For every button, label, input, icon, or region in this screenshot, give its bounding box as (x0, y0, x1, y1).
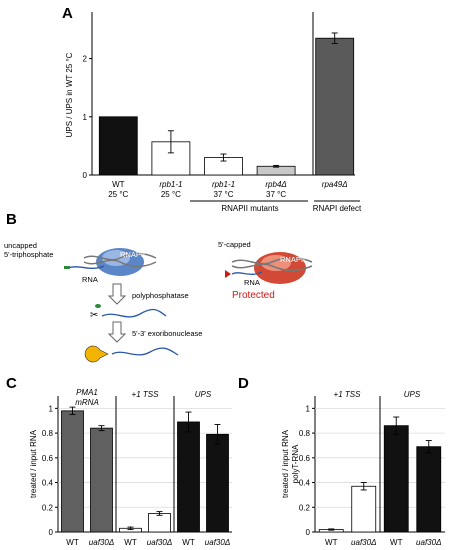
protected-label: Protected (232, 290, 275, 301)
dna-right (231, 256, 313, 265)
section-label: +1 TSS (334, 390, 362, 399)
x-tick-label: WT (124, 538, 137, 547)
step1-label: polyphosphatase (132, 291, 189, 300)
x-tick-label: uaf30Δ (89, 538, 114, 547)
chart-d: 0 0.2 0.4 0.6 0.8 1 treated / input RNA polyT-R… (281, 390, 445, 547)
section-label: mRNA (75, 398, 99, 407)
section-label: PMA1 (76, 388, 98, 397)
y-axis-label: treated / input RNA (281, 429, 290, 498)
bar (383, 425, 409, 533)
y-tick-label: 0 (306, 528, 311, 537)
bar (148, 513, 171, 533)
arrow-step1 (107, 283, 127, 305)
panel-label-a: A (62, 5, 73, 22)
x-tick-label: uaf30Δ (205, 538, 230, 547)
y-axis-label: UPS / UPS in WT 25 °C (65, 52, 74, 137)
y-tick-label: 1 (49, 404, 54, 413)
y-tick-label: 2 (83, 55, 88, 64)
x-tick-label: rpa49Δ (322, 180, 348, 189)
scissors-icon: ✂ (90, 310, 98, 321)
triphosphate-mark (64, 266, 70, 269)
y-tick-label: 0.6 (299, 454, 311, 463)
rnapii-left-highlight (102, 250, 130, 266)
y-tick-label: 1 (83, 113, 88, 122)
chart-c: 0 0.2 0.4 0.6 0.8 1 treated / input RNA PMA1mRN… (29, 388, 232, 547)
bar (90, 427, 113, 533)
dna-left (83, 252, 157, 261)
section-label: +1 TSS (132, 390, 160, 399)
x-tick-label: rpb4Δ (265, 180, 286, 189)
capped-label: 5'-capped (218, 240, 251, 249)
rna-left-label: RNA (82, 275, 98, 284)
bar (61, 410, 84, 533)
bar (98, 116, 138, 176)
y-tick-label: 0.2 (42, 503, 54, 512)
y-tick-label: 0.4 (299, 479, 311, 488)
rnapii-right-label: RNAPII (280, 255, 305, 264)
y-tick-label: 0.2 (299, 503, 311, 512)
exonuclease-icon (84, 345, 109, 363)
y-tick-label: 0 (83, 171, 88, 180)
x-tick-label: WT (390, 538, 403, 547)
section-label: UPS (404, 390, 421, 399)
dna-left-strand (83, 259, 157, 268)
arrow-step2 (107, 321, 127, 343)
panel-label-d: D (238, 375, 249, 392)
bar (206, 433, 229, 533)
triphosphate-label: 5'-triphosphate (4, 250, 53, 259)
rnapii-left-label: RNAPII (120, 250, 145, 259)
bar (416, 446, 442, 533)
group-label: RNAPII mutants (221, 204, 278, 213)
x-tick-sublabel: 25 °C (161, 190, 181, 199)
panel-label-c: C (6, 375, 17, 392)
panel-label-b: B (6, 211, 17, 228)
x-tick-sublabel: 25 °C (108, 190, 128, 199)
rna-right-label: RNA (244, 278, 260, 287)
x-tick-label: rpb1-1 (159, 180, 182, 189)
bar (177, 421, 200, 533)
y-tick-label: 0 (49, 528, 54, 537)
y-axis-label-2: polyT-RNA (291, 444, 300, 483)
y-tick-label: 0.8 (299, 429, 311, 438)
x-tick-sublabel: 37 °C (213, 190, 233, 199)
x-tick-sublabel: 37 °C (266, 190, 286, 199)
rna-cleaved (101, 308, 167, 318)
y-tick-label: 0.6 (42, 454, 54, 463)
phosphate-released-icon (95, 304, 101, 308)
x-tick-label: uaf30Δ (351, 538, 376, 547)
x-tick-label: WT (112, 180, 125, 189)
rna-degraded (111, 347, 179, 356)
x-tick-label: WT (182, 538, 195, 547)
schematic-b: uncapped 5'-triphosphate RNAPII RNA poly… (4, 240, 313, 363)
group-label: RNAPI defect (313, 204, 362, 213)
y-tick-label: 0.8 (42, 429, 54, 438)
bar (351, 485, 377, 533)
x-tick-label: WT (66, 538, 79, 547)
y-axis-label: treated / input RNA (29, 429, 38, 498)
dna-right-strand (231, 263, 313, 272)
rna-right (231, 271, 263, 275)
x-tick-label: uaf30Δ (416, 538, 441, 547)
x-tick-label: uaf30Δ (147, 538, 172, 547)
y-tick-label: 1 (306, 404, 311, 413)
cap-icon (225, 270, 231, 278)
x-tick-label: WT (325, 538, 338, 547)
step2-label: 5'-3' exoribonuclease (132, 329, 202, 338)
section-label: UPS (195, 390, 212, 399)
y-tick-label: 0.4 (42, 479, 54, 488)
bar (315, 37, 355, 176)
x-tick-label: rpb1-1 (212, 180, 235, 189)
rna-left (67, 265, 105, 269)
uncapped-label: uncapped (4, 241, 37, 250)
